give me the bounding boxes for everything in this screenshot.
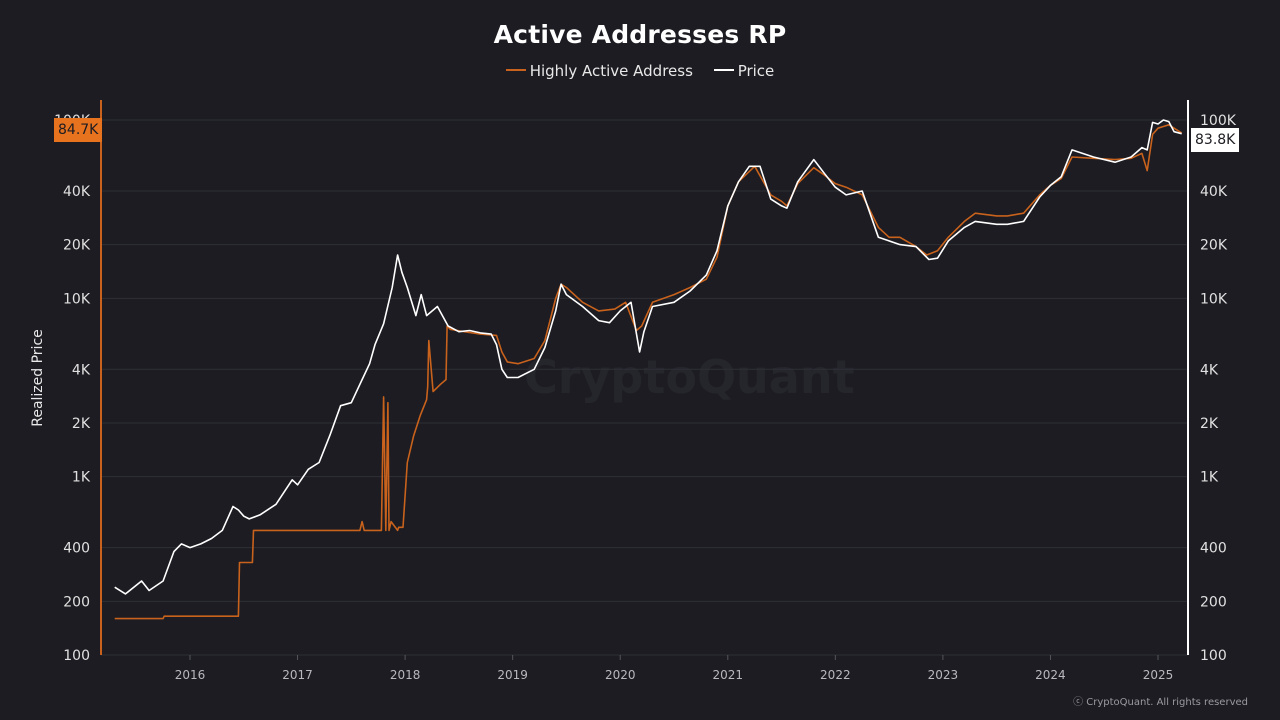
- last-value-badge-price: 83.8K: [1191, 128, 1240, 152]
- legend-item-price[interactable]: Price: [713, 62, 775, 80]
- x-tick-label: 2022: [820, 668, 851, 682]
- y-tick-label-left: 100: [63, 648, 90, 664]
- y-tick-label-right: 100K: [1200, 113, 1237, 129]
- x-tick-label: 2023: [928, 668, 959, 682]
- x-tick-label: 2018: [390, 668, 421, 682]
- chart-title: Active Addresses RP: [493, 20, 787, 49]
- y-tick-label-right: 400: [1200, 541, 1227, 557]
- y-tick-label-left: 4K: [72, 362, 91, 378]
- copyright-notice: ⓒ CryptoQuant. All rights reserved: [1073, 697, 1248, 708]
- series-line-highly-active-address: [114, 124, 1183, 620]
- x-tick-label: 2020: [605, 668, 636, 682]
- x-tick-label: 2024: [1035, 668, 1066, 682]
- y-tick-label-left: 1K: [72, 470, 91, 486]
- x-tick-label: 2021: [713, 668, 744, 682]
- y-tick-label-right: 40K: [1200, 184, 1228, 200]
- legend-label-highly-active-address: Highly Active Address: [529, 62, 693, 80]
- legend-swatch-price: [713, 68, 734, 71]
- chart-legend: Highly Active Address Price: [0, 62, 1280, 80]
- y-tick-label-left: 2K: [72, 416, 91, 432]
- y-tick-label-right: 4K: [1200, 362, 1219, 378]
- y-tick-label-left: 400: [63, 541, 90, 557]
- series-line-price: [114, 119, 1182, 595]
- x-tick-label: 2017: [282, 668, 313, 682]
- y-tick-label-right: 20K: [1200, 238, 1228, 254]
- y-tick-label-right: 100: [1200, 648, 1227, 664]
- y-axis-right-ticks: 100 200 400 1K 2K 4K 10K 20K 40K 100K: [1200, 113, 1237, 664]
- y-tick-label-right: 200: [1200, 594, 1227, 610]
- x-axis-ticks: 2016 2017 2018 2019 2020 2021 2022 2023 2024 2025: [175, 655, 1174, 682]
- series-lines: [114, 119, 1183, 620]
- last-value-badge-highly-active-address: 84.7K: [54, 118, 103, 142]
- x-tick-label: 2016: [175, 668, 206, 682]
- y-tick-label-right: 1K: [1200, 470, 1219, 486]
- y-tick-label-left: 200: [63, 594, 90, 610]
- legend-item-highly-active-address[interactable]: Highly Active Address: [505, 62, 693, 80]
- legend-swatch-highly-active-address: [505, 68, 526, 71]
- legend-label-price: Price: [737, 62, 775, 80]
- y-tick-label-right: 2K: [1200, 416, 1219, 432]
- x-tick-label: 2019: [497, 668, 528, 682]
- y-tick-label-right: 10K: [1200, 291, 1228, 307]
- x-tick-label: 2025: [1143, 668, 1174, 682]
- y-tick-label-left: 10K: [63, 291, 91, 307]
- y-tick-label-left: 20K: [63, 238, 91, 254]
- y-tick-label-left: 40K: [63, 184, 91, 200]
- grid-lines: [101, 119, 1188, 656]
